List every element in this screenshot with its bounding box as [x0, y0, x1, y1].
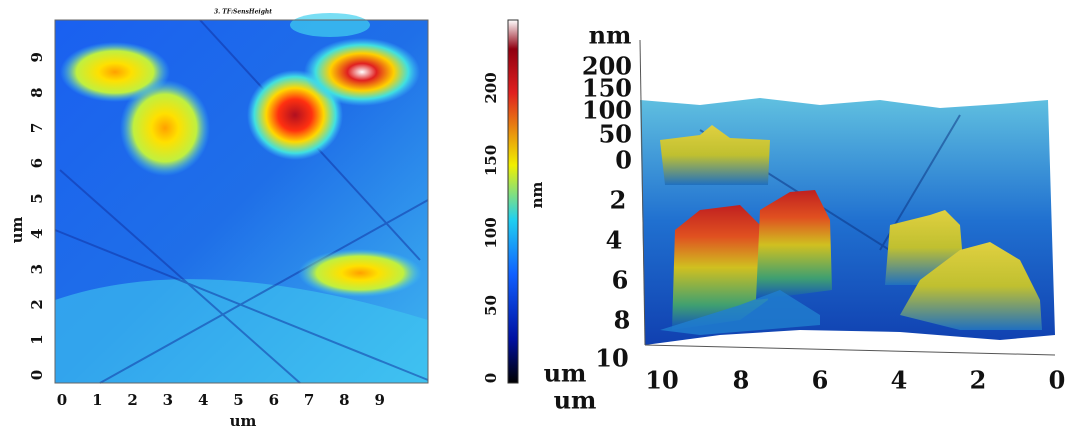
x-tick-label: 4 — [198, 391, 208, 409]
x-tick-label: 8 — [339, 391, 349, 409]
x-tick-label-3d: 2 — [970, 366, 987, 395]
z-tick-label: 200 — [582, 52, 632, 81]
x-axis-label-3d: um — [554, 386, 597, 415]
x-tick-label: 6 — [269, 391, 279, 409]
x-tick-label-3d: 8 — [733, 366, 750, 395]
x-tick-label: 3 — [163, 391, 173, 409]
colorbar-label: nm — [528, 181, 546, 208]
x-tick-label: 5 — [233, 391, 243, 409]
y-tick-label: 9 — [28, 52, 46, 62]
y-tick-label: 6 — [28, 158, 46, 168]
z-tick-label: 0 — [615, 146, 632, 175]
y-tick-label: 4 — [28, 229, 46, 239]
y-axis-label: um — [8, 216, 26, 243]
x-tick-label: 9 — [374, 391, 384, 409]
y-tick-label: 1 — [28, 334, 46, 344]
colorbar-tick-label: 150 — [482, 145, 500, 176]
surface-3d — [639, 39, 1056, 356]
y-axis-label-3d: um — [544, 359, 587, 388]
y-tick-label: 0 — [28, 370, 46, 380]
colorbar-tick-label: 200 — [482, 72, 500, 103]
height-map — [54, 13, 429, 384]
z-tick-label: 100 — [582, 96, 632, 125]
x-tick-label: 0 — [57, 391, 67, 409]
y-tick-label-3d: 8 — [614, 306, 631, 335]
z-axis-label: nm — [589, 21, 632, 50]
colorbar-tick-label: 100 — [482, 217, 500, 248]
y-tick-label-3d: 2 — [610, 186, 627, 215]
y-tick-label-3d: 4 — [606, 226, 623, 255]
y-tick-label-3d: 6 — [612, 266, 629, 295]
x-tick-label: 1 — [92, 391, 102, 409]
y-tick-label: 8 — [28, 87, 46, 97]
x-tick-label-3d: 0 — [1049, 366, 1066, 395]
y-tick-label-3d: 10 — [595, 344, 628, 373]
y-tick-label: 5 — [28, 193, 46, 203]
x-axis-label: um — [230, 412, 257, 430]
colorbar — [507, 19, 519, 384]
x-tick-label: 7 — [304, 391, 314, 409]
x-tick-label-3d: 10 — [645, 366, 678, 395]
x-tick-label-3d: 6 — [812, 366, 829, 395]
z-tick-label: 150 — [582, 74, 632, 103]
y-tick-label: 3 — [28, 264, 46, 274]
y-tick-label: 7 — [28, 123, 46, 133]
x-tick-label-3d: 4 — [891, 366, 908, 395]
colorbar-tick-label: 0 — [482, 373, 500, 383]
colorbar-tick-label: 50 — [482, 295, 500, 316]
map-title: 3. TF:SensHeight — [214, 9, 272, 16]
x-tick-label: 2 — [127, 391, 137, 409]
y-tick-label: 2 — [28, 299, 46, 309]
z-tick-label: 50 — [599, 120, 632, 149]
